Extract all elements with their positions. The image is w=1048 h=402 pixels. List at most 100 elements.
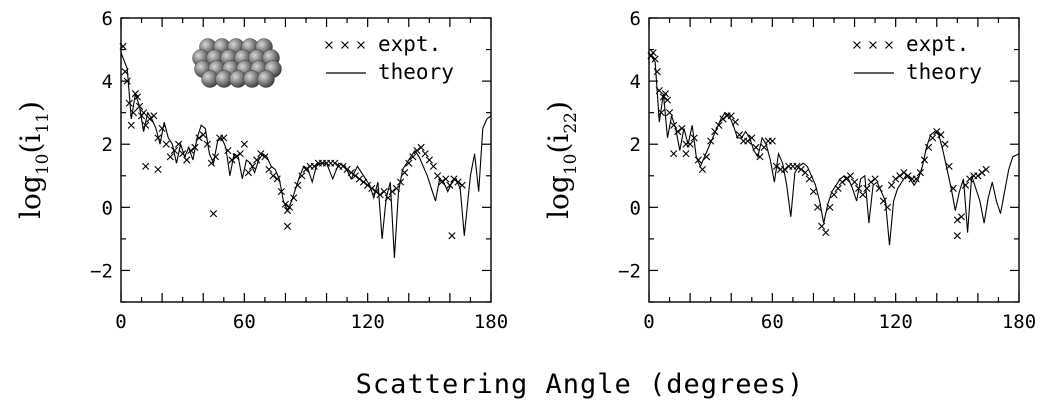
expt-point xyxy=(294,181,302,189)
legend-expt-marker xyxy=(325,41,333,49)
expt-point xyxy=(454,178,462,186)
expt-point xyxy=(388,187,396,196)
expt-point xyxy=(199,131,207,139)
expt-point xyxy=(207,159,216,167)
y-tick-label: 6 xyxy=(102,8,113,30)
expt-point xyxy=(273,175,281,183)
expt-point xyxy=(655,86,663,95)
expt-point xyxy=(752,143,760,151)
expt-point xyxy=(425,156,433,164)
expt-point xyxy=(228,156,236,164)
expt-point xyxy=(405,159,413,167)
expt-point xyxy=(174,140,183,148)
expt-point xyxy=(647,52,655,60)
expt-point xyxy=(298,172,306,180)
expt-point xyxy=(220,134,228,142)
expt-point xyxy=(826,203,834,211)
expt-point xyxy=(707,137,715,145)
expt-point xyxy=(772,162,781,170)
expt-point xyxy=(879,197,887,205)
expt-point xyxy=(735,131,744,139)
expt-point xyxy=(277,187,285,196)
expt-point xyxy=(343,165,351,174)
expt-point xyxy=(248,162,257,170)
expt-point xyxy=(674,128,682,136)
expt-point xyxy=(281,200,290,208)
expt-point xyxy=(450,175,458,183)
expt-point xyxy=(744,137,752,145)
expt-point xyxy=(331,159,339,167)
expt-point xyxy=(690,134,698,142)
expt-point xyxy=(813,203,822,211)
expt-point xyxy=(209,210,218,218)
panel-i22: 0 60 120 180 −2 0 2 4 6 log10(i22) expt. theory xyxy=(542,8,1036,333)
y-tick-label: 2 xyxy=(630,134,641,156)
expt-point xyxy=(438,178,446,186)
expt-point xyxy=(150,112,158,120)
expt-point xyxy=(670,150,678,158)
expt-point xyxy=(162,140,170,148)
legend-expt: expt. xyxy=(906,32,969,56)
expt-point xyxy=(653,68,661,76)
expt-point xyxy=(731,118,739,126)
expt-point xyxy=(154,165,162,174)
expt-point xyxy=(133,93,142,101)
legend-expt-marker xyxy=(853,41,861,49)
x-tick-label: 0 xyxy=(115,311,126,333)
expt-point xyxy=(896,172,904,180)
expt-point xyxy=(368,184,376,192)
expt-point xyxy=(203,140,211,148)
expt-point xyxy=(429,162,438,170)
expt-point xyxy=(351,172,359,180)
expt-point xyxy=(871,175,879,183)
expt-point xyxy=(657,109,665,117)
y-tick-label: 4 xyxy=(102,71,113,93)
expt-point xyxy=(261,153,269,161)
expt-point xyxy=(966,175,974,183)
expt-point xyxy=(142,121,150,129)
expt-point xyxy=(127,121,135,129)
expt-point xyxy=(384,194,392,202)
expt-point xyxy=(678,124,686,133)
expt-point xyxy=(904,172,912,180)
expt-point xyxy=(187,146,195,155)
expt-point xyxy=(401,169,409,177)
expt-point xyxy=(953,232,961,240)
expt-point xyxy=(663,96,672,104)
expt-point xyxy=(347,169,355,177)
expt-point xyxy=(146,115,154,123)
expt-point xyxy=(179,150,187,158)
expt-point xyxy=(929,134,937,142)
expt-point xyxy=(170,146,179,155)
expt-point xyxy=(154,134,162,142)
expt-point xyxy=(801,169,809,177)
expt-point xyxy=(809,187,818,196)
expt-point xyxy=(195,134,203,142)
expt-point xyxy=(957,213,966,221)
expt-point xyxy=(781,165,789,174)
sphere-cluster-inset xyxy=(192,38,282,88)
expt-point xyxy=(916,169,924,177)
expt-point xyxy=(727,112,735,120)
expt-point xyxy=(119,42,127,50)
expt-point xyxy=(846,172,855,180)
expt-point xyxy=(240,140,248,148)
expt-point xyxy=(715,121,723,129)
expt-point xyxy=(364,181,372,189)
expt-point xyxy=(920,156,929,164)
expt-point xyxy=(125,99,133,107)
expt-point xyxy=(442,175,450,183)
expt-point xyxy=(933,128,941,136)
legend-expt-marker xyxy=(341,41,349,49)
expt-point xyxy=(649,49,657,57)
expt-point xyxy=(253,156,261,164)
expt-point xyxy=(711,128,719,136)
expt-point xyxy=(768,137,776,145)
expt-point xyxy=(355,175,364,183)
expt-point xyxy=(818,222,826,230)
expt-point xyxy=(863,184,871,192)
expt-point xyxy=(413,146,421,155)
x-tick-label: 60 xyxy=(233,311,256,333)
expt-point xyxy=(682,150,690,158)
